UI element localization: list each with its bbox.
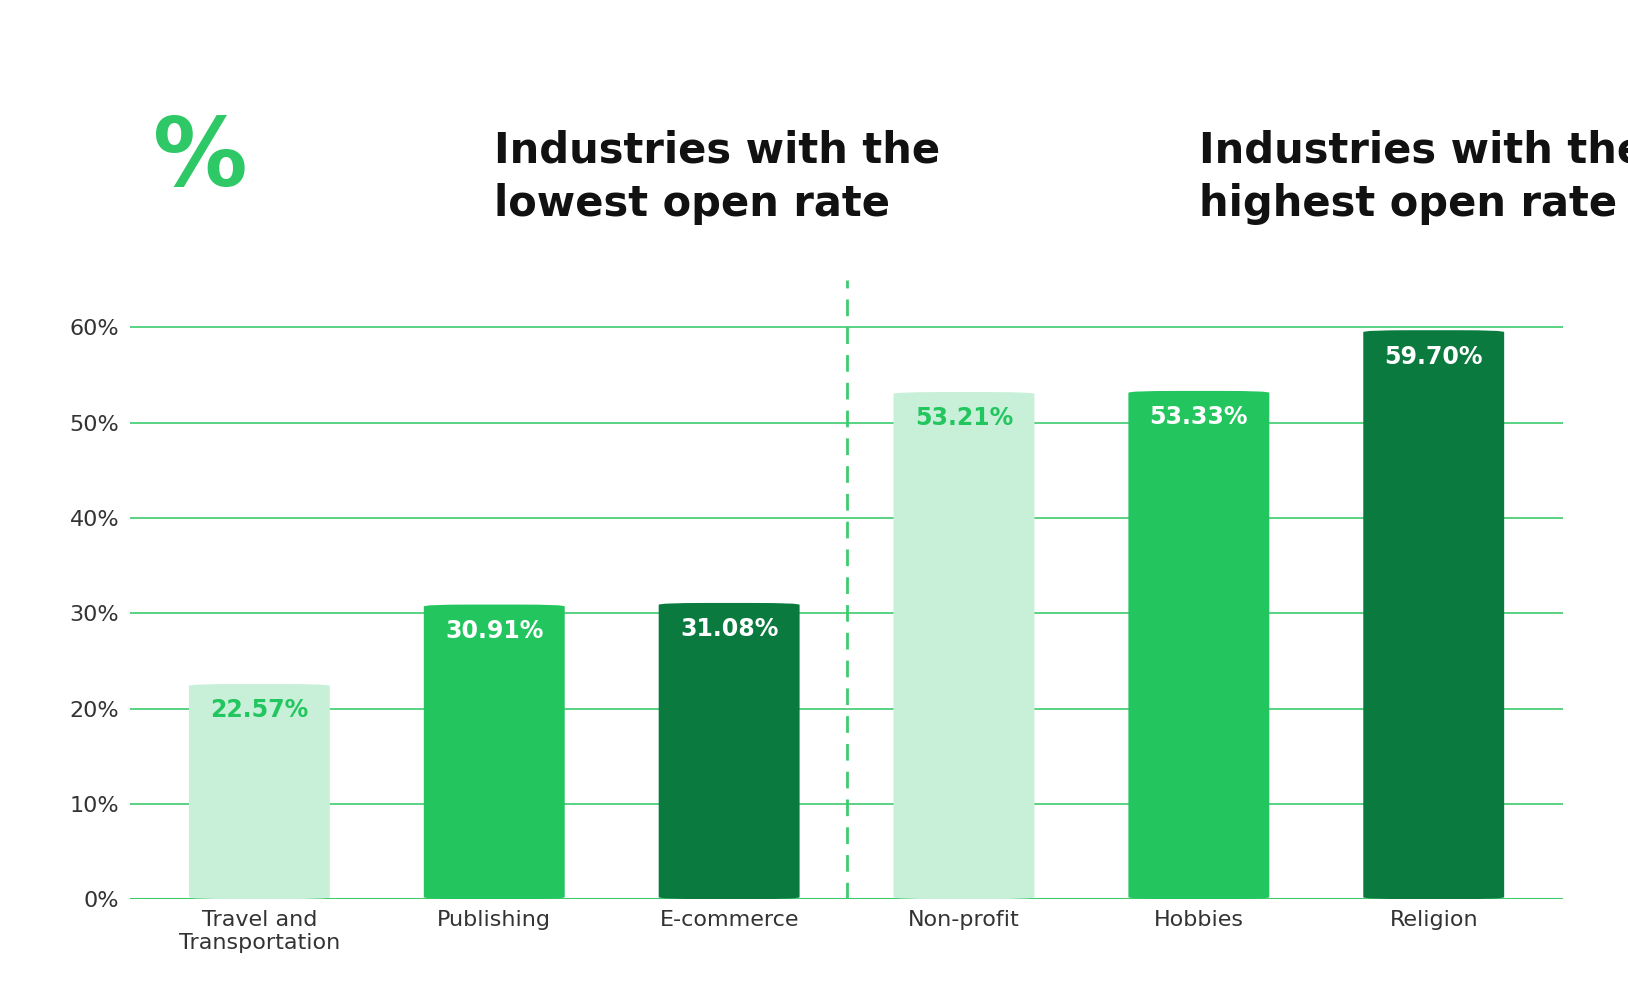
Text: 22.57%: 22.57% — [210, 698, 309, 722]
FancyBboxPatch shape — [894, 392, 1034, 899]
FancyBboxPatch shape — [659, 603, 799, 899]
Text: Industries with the
highest open rate: Industries with the highest open rate — [1198, 130, 1628, 226]
Text: 53.33%: 53.33% — [1149, 406, 1249, 430]
Text: %: % — [153, 114, 247, 206]
FancyBboxPatch shape — [189, 684, 330, 899]
Text: 59.70%: 59.70% — [1384, 345, 1483, 369]
FancyBboxPatch shape — [1363, 331, 1504, 899]
Text: 30.91%: 30.91% — [444, 618, 544, 642]
FancyBboxPatch shape — [423, 604, 565, 899]
Text: 31.08%: 31.08% — [681, 617, 778, 641]
FancyBboxPatch shape — [1128, 391, 1270, 899]
Text: 53.21%: 53.21% — [915, 407, 1013, 431]
Text: Industries with the
lowest open rate: Industries with the lowest open rate — [495, 130, 941, 226]
